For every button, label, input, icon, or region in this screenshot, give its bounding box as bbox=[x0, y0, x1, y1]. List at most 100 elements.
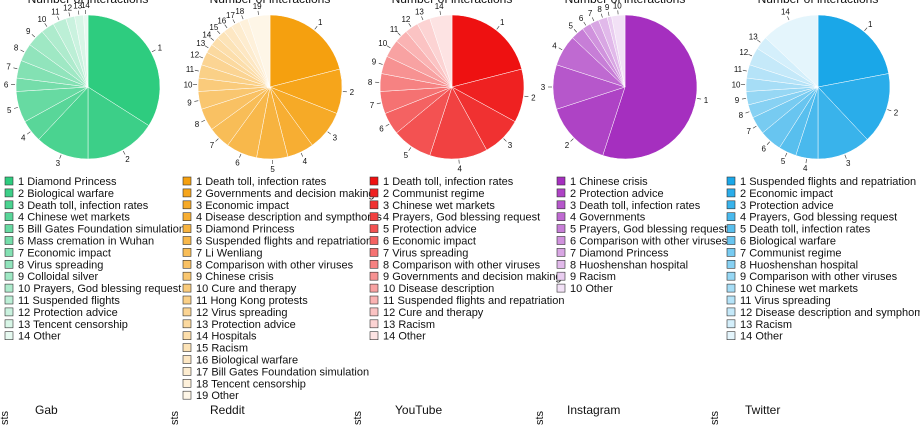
legend-entry: 1 Death toll, infection rates bbox=[196, 176, 327, 188]
label-tick bbox=[194, 69, 199, 72]
slice-label: 10 bbox=[378, 39, 387, 48]
legend-label: Racism bbox=[398, 319, 435, 331]
label-tick bbox=[215, 138, 219, 142]
label-tick bbox=[314, 25, 318, 30]
slice-label: 15 bbox=[209, 23, 218, 32]
legend-label: Bill Gates Foundation simulation bbox=[211, 366, 369, 378]
legend-label: Disease description and symphoms bbox=[755, 307, 920, 319]
legend-swatch bbox=[369, 283, 379, 293]
legend-entry: 8 Comparison with other viruses bbox=[196, 259, 354, 271]
slice-label: 10 bbox=[613, 1, 622, 10]
legend-label: Governments bbox=[579, 212, 646, 224]
label-tick bbox=[558, 47, 563, 51]
legend-number: 9 bbox=[18, 271, 24, 283]
legend-swatch bbox=[369, 307, 379, 317]
legend-label: Diamond Princess bbox=[27, 176, 117, 188]
chart-title: Number of interactions bbox=[210, 0, 331, 6]
legend-entry: 5 Prayers, God blessing request bbox=[570, 224, 727, 236]
legend-swatch bbox=[182, 271, 192, 281]
legend-entry: 8 Huoshenshan hospital bbox=[570, 259, 688, 271]
legend-number: 2 bbox=[570, 188, 576, 200]
legend-number: 7 bbox=[740, 247, 746, 259]
slice-label: 5 bbox=[270, 165, 275, 174]
slice-label: 11 bbox=[734, 65, 743, 74]
legend-swatch bbox=[182, 331, 192, 341]
legend-entry: 2 Protection advice bbox=[570, 188, 664, 200]
legend-entry: 2 Communist regime bbox=[383, 188, 485, 200]
label-tick bbox=[745, 111, 750, 114]
legend-number: 2 bbox=[196, 188, 202, 200]
legend-entry: 7 Diamond Princess bbox=[570, 247, 669, 259]
legend-entry: 14 Hospitals bbox=[196, 331, 257, 343]
label-tick bbox=[151, 49, 156, 53]
legend-entry: 7 Communist regime bbox=[740, 247, 842, 259]
label-tick bbox=[741, 98, 746, 100]
label-tick bbox=[13, 67, 18, 70]
legend-entry: 5 Protection advice bbox=[383, 224, 477, 236]
legend-label: Colloidal silver bbox=[27, 271, 98, 283]
label-tick bbox=[232, 19, 236, 24]
legend-entry: 4 Governments bbox=[570, 212, 646, 224]
legend-label: Cure and therapy bbox=[398, 307, 483, 319]
label-tick bbox=[217, 30, 221, 34]
legend-swatch bbox=[369, 331, 379, 341]
legend-entry: 6 Biological warfare bbox=[740, 236, 836, 248]
legend-entry: 6 Suspended flights and repatriation bbox=[196, 236, 372, 248]
label-tick bbox=[421, 16, 424, 21]
legend-number: 3 bbox=[196, 200, 202, 212]
legend-number: 10 bbox=[383, 283, 395, 295]
legend-label: Economic impact bbox=[392, 236, 476, 248]
label-tick bbox=[408, 147, 412, 151]
label-tick bbox=[503, 138, 507, 142]
label-tick bbox=[300, 152, 304, 157]
label-tick bbox=[26, 131, 31, 135]
label-tick bbox=[385, 123, 390, 127]
legend-number: 1 bbox=[196, 176, 202, 188]
slice-label: 12 bbox=[401, 15, 410, 24]
slice-label: 14 bbox=[781, 8, 790, 17]
legend-label: Economic impact bbox=[749, 188, 833, 200]
legend-label: Bill Gates Foundation simulation bbox=[27, 224, 185, 236]
slice-label: 9 bbox=[735, 96, 740, 105]
legend-label: Death toll, infection rates bbox=[579, 200, 701, 212]
legend-swatch bbox=[369, 224, 379, 233]
slice-label: 1 bbox=[704, 96, 709, 105]
legend-number: 5 bbox=[196, 224, 202, 236]
legend-number: 3 bbox=[740, 200, 746, 212]
slice-label: 4 bbox=[303, 157, 308, 166]
legend-number: 8 bbox=[570, 259, 576, 271]
legend-entry: 9 Governments and decision making bbox=[383, 271, 562, 283]
label-tick bbox=[78, 10, 80, 15]
legend-label: Suspended flights and repatriation bbox=[205, 236, 372, 248]
legend-label: Comparison with other viruses bbox=[579, 236, 727, 248]
legend-number: 15 bbox=[196, 343, 208, 355]
legend-label: Death toll, infection rates bbox=[27, 200, 149, 212]
legend-swatch bbox=[726, 200, 736, 210]
legend-swatch bbox=[726, 188, 736, 198]
legend-label: Biological warfare bbox=[27, 188, 114, 200]
legend-swatch bbox=[182, 176, 192, 186]
slice-label: 18 bbox=[235, 7, 244, 16]
legend-number: 12 bbox=[383, 307, 395, 319]
slice-label: 4 bbox=[21, 133, 26, 142]
legend-number: 19 bbox=[196, 390, 208, 402]
legend-swatch bbox=[182, 295, 192, 305]
legend-swatch bbox=[556, 188, 566, 198]
slice-label: 3 bbox=[56, 159, 61, 168]
legend-swatch bbox=[4, 259, 14, 269]
legend-number: 5 bbox=[740, 224, 746, 236]
slice-label: 7 bbox=[210, 141, 215, 150]
label-tick bbox=[241, 15, 244, 20]
legend-swatch bbox=[182, 355, 192, 364]
legend-entry: 5 Bill Gates Foundation simulation bbox=[18, 224, 185, 236]
legend-number: 4 bbox=[570, 212, 576, 224]
legend-label: Other bbox=[211, 390, 239, 402]
legend-entry: 13 Tencent censorship bbox=[18, 319, 128, 331]
slice-label: 13 bbox=[415, 8, 424, 17]
slice-label: 3 bbox=[541, 83, 546, 92]
slice-label: 1 bbox=[500, 18, 505, 27]
slice-label: 7 bbox=[588, 9, 593, 18]
slice-label: 6 bbox=[4, 80, 9, 89]
label-tick bbox=[239, 153, 242, 158]
legend-label: Prayers, God blessing request bbox=[749, 212, 897, 224]
